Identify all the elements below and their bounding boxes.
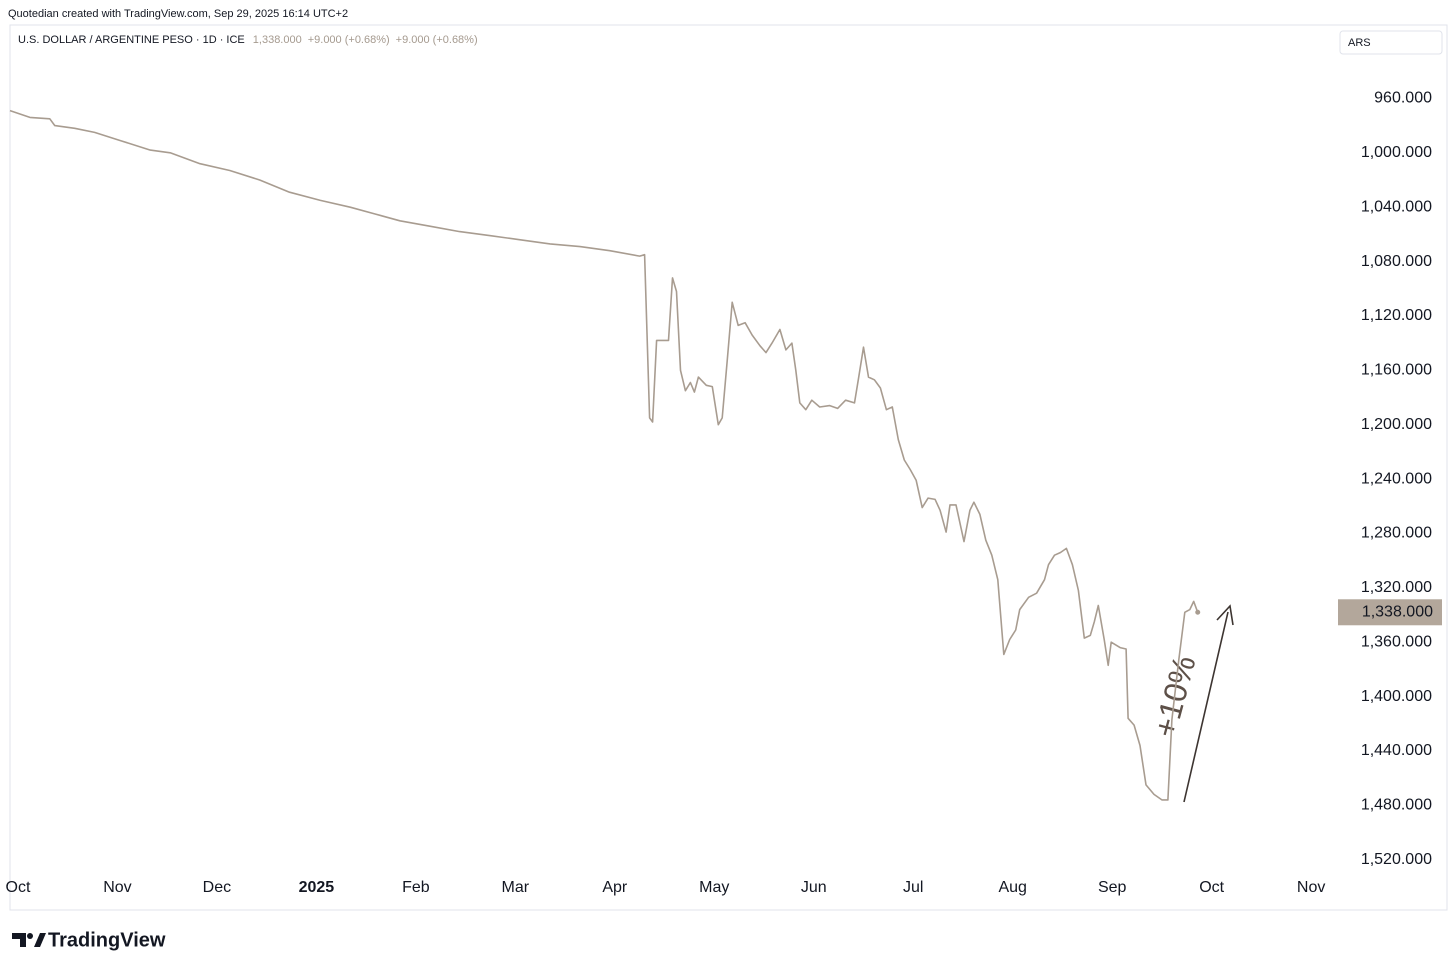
last-point (1195, 609, 1201, 615)
y-tick-label: 1,160.000 (1361, 362, 1432, 379)
x-tick-label: Nov (1297, 879, 1325, 896)
y-tick-label: 1,280.000 (1361, 525, 1432, 542)
legend-values: 1,338.000 +9.000 (+0.68%) +9.000 (+0.68%… (253, 34, 478, 46)
y-tick-label: 1,000.000 (1361, 144, 1432, 161)
y-tick-label: 1,080.000 (1361, 253, 1432, 270)
logo-mark (27, 933, 33, 939)
legend-change: +9.000 (+0.68%) (396, 34, 478, 46)
y-tick-label: 1,320.000 (1361, 579, 1432, 596)
credit: Quotedian created with TradingView.com, … (8, 8, 348, 20)
arrow-head (1216, 604, 1234, 626)
price-line (9, 109, 1199, 801)
y-tick-label: 1,240.000 (1361, 470, 1432, 487)
last-price-label: 1,338.000 (1362, 603, 1433, 620)
x-tick-label: Jun (801, 879, 827, 896)
footer-logo (12, 933, 46, 947)
y-tick-label: 960.000 (1374, 90, 1432, 107)
x-tick-label: Jul (903, 879, 923, 896)
logo-mark (34, 933, 46, 947)
x-tick-label: May (699, 879, 729, 896)
last-price-box (1338, 599, 1442, 626)
currency-box[interactable] (1339, 30, 1443, 55)
y-tick-label: 1,440.000 (1361, 742, 1432, 759)
x-tick-label: Dec (203, 879, 231, 896)
x-tick-label: Feb (402, 879, 430, 896)
x-tick-label: Oct (1199, 879, 1224, 896)
x-tick-label: Sep (1098, 879, 1127, 896)
x-tick-label: 2025 (299, 879, 335, 896)
chart-frame (9, 24, 1448, 911)
footer-brand: TradingView (48, 929, 166, 951)
legend-symbol: U.S. DOLLAR / ARGENTINE PESO · 1D · ICE (18, 34, 245, 46)
y-tick-label: 1,120.000 (1361, 307, 1432, 324)
y-tick-label: 1,400.000 (1361, 688, 1432, 705)
arrow (1183, 611, 1229, 803)
y-tick-label: 1,200.000 (1361, 416, 1432, 433)
y-tick-label: 1,360.000 (1361, 633, 1432, 650)
x-tick-label: Aug (998, 879, 1026, 896)
x-tick-label: Oct (6, 879, 31, 896)
x-tick-label: Nov (103, 879, 131, 896)
x-tick-label: Apr (602, 879, 628, 896)
legend-change: +9.000 (+0.68%) (308, 34, 390, 46)
y-tick-label: 1,480.000 (1361, 797, 1432, 814)
currency[interactable]: ARS (1348, 37, 1371, 49)
x-tick-label: Mar (502, 879, 530, 896)
legend-price: 1,338.000 (253, 34, 302, 46)
y-tick-label: 1,520.000 (1361, 851, 1432, 868)
logo-mark (12, 933, 26, 947)
y-tick-label: 1,040.000 (1361, 198, 1432, 215)
